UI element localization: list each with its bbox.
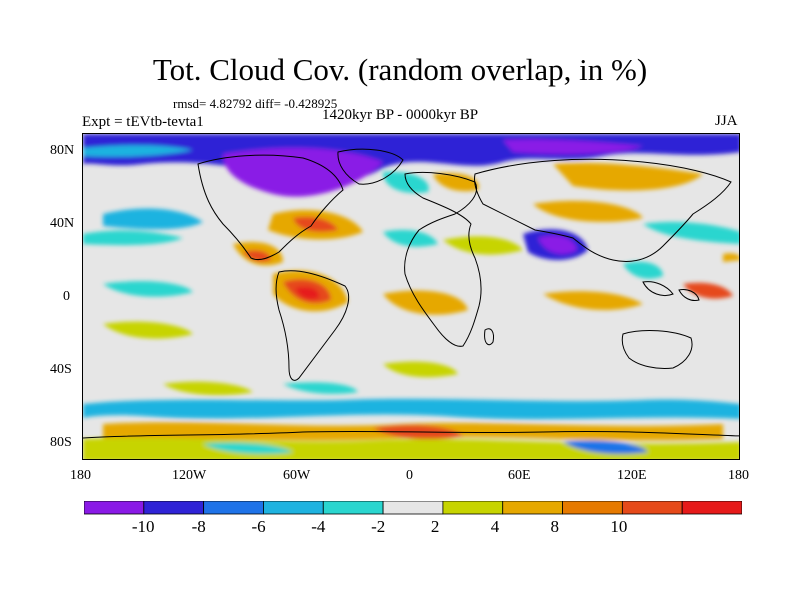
lon-tick-label: 120W: [172, 468, 207, 483]
colorbar-swatch: [83, 500, 145, 515]
colorbar-swatch: [562, 500, 623, 515]
asia-coast: [474, 158, 732, 262]
north-america-coast: [197, 154, 344, 261]
colorbar-swatch: [681, 500, 743, 515]
lon-tick-label: 180: [70, 468, 91, 483]
lat-tick-label: 0: [63, 289, 70, 304]
colorbar-swatch: [442, 500, 504, 515]
colorbar-label: 2: [430, 517, 440, 536]
colorbar-label: -10: [131, 517, 155, 536]
coastlines: [83, 148, 739, 439]
period-label: 1420kyr BP - 0000kyr BP: [322, 107, 479, 123]
chart-title: Tot. Cloud Cov. (random overlap, in %): [152, 52, 648, 87]
colorbar-label: 4: [490, 517, 500, 536]
lon-tick-label: 60W: [283, 468, 311, 483]
cloud-anomaly-map: [83, 134, 739, 459]
colorbar-swatch: [322, 500, 384, 515]
lon-tick-label: 120E: [617, 468, 647, 483]
colorbar-swatch: [203, 500, 264, 515]
lat-tick-label: 80S: [50, 435, 72, 450]
lat-tick-label: 80N: [50, 143, 75, 158]
colorbar-swatches: [83, 500, 743, 515]
colorbar-label: -6: [251, 517, 266, 536]
colorbar-swatch: [502, 500, 563, 515]
colorbar-label: 10: [610, 517, 628, 536]
australia-coast: [621, 330, 693, 369]
colorbar-swatch: [143, 500, 205, 515]
europe-africa-coast: [404, 171, 482, 347]
season-label: JJA: [715, 113, 738, 129]
map-panel: [82, 133, 740, 460]
south-america-coast: [275, 270, 350, 381]
colorbar-label: -8: [191, 517, 206, 536]
lat-tick-label: 40S: [50, 362, 72, 377]
greenland-coast: [337, 148, 404, 185]
lon-tick-label: 180: [728, 468, 749, 483]
anomaly-field: [83, 134, 739, 459]
lat-tick-label: 40N: [50, 216, 75, 231]
colorbar-swatch: [382, 500, 444, 515]
experiment-label: Expt = tEVtb-tevta1: [82, 114, 204, 130]
lon-tick-label: 60E: [508, 468, 531, 483]
colorbar-swatch: [621, 500, 683, 515]
lon-tick-label: 0: [406, 468, 413, 483]
colorbar-label: 8: [550, 517, 560, 536]
colorbar: [83, 500, 743, 524]
colorbar-label: -4: [311, 517, 326, 536]
madagascar-coast: [484, 328, 494, 346]
colorbar-label: -2: [371, 517, 386, 536]
antarctica-coast: [83, 430, 739, 439]
stats-label: rmsd= 4.82792 diff= -0.428925: [173, 96, 338, 111]
colorbar-swatch: [263, 500, 324, 515]
